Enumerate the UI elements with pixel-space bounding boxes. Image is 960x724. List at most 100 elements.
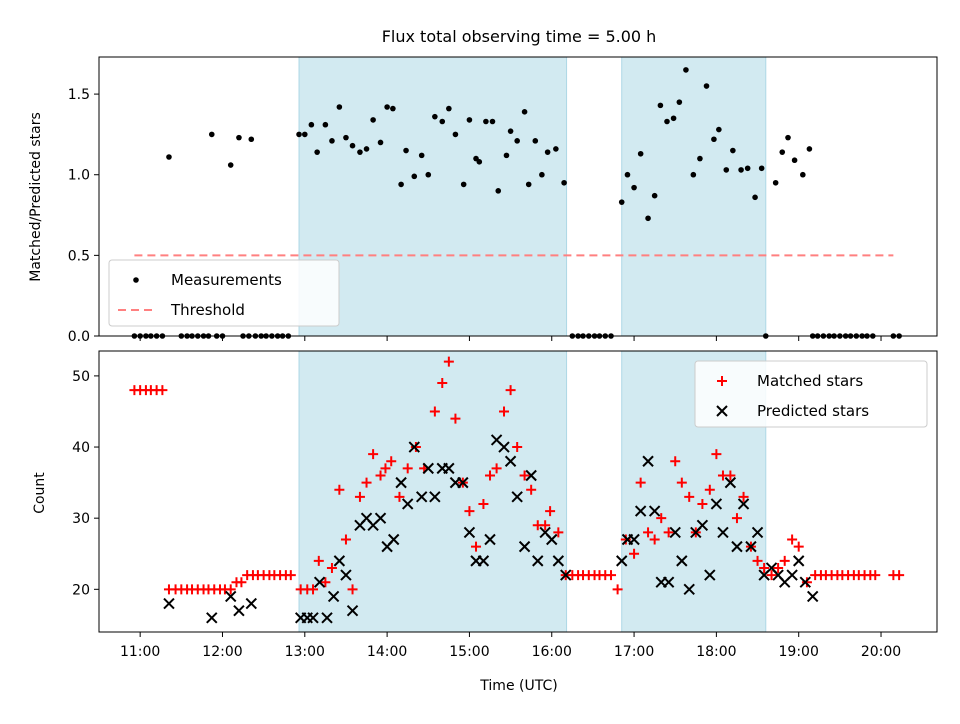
measurement-point [411, 173, 418, 180]
matched-star-point [505, 385, 516, 396]
matched-star-point [485, 470, 496, 481]
predicted-star-point [696, 519, 709, 531]
matched-star-point [450, 413, 461, 424]
measurement-point [301, 131, 308, 138]
predicted-star-point [206, 612, 218, 624]
legend-matched-swatch [717, 376, 727, 386]
measurement-point [697, 155, 703, 162]
measurement-point [384, 104, 390, 110]
legend-label: Predicted stars [757, 402, 869, 420]
predicted-star-point [552, 555, 565, 567]
legend-label: Matched stars [757, 372, 863, 390]
predicted-star-point [546, 533, 558, 546]
matched-star-point [320, 577, 331, 588]
matched-star-point [478, 498, 489, 509]
axes-frame [98, 56, 938, 337]
matched-star-point [375, 470, 386, 481]
x-tick-label: 13:00 [285, 644, 325, 660]
predicted-star-point [327, 590, 340, 603]
predicted-star-point [806, 590, 819, 603]
matched-star-point [620, 534, 631, 545]
predicted-star-point [457, 476, 469, 489]
measurement-point [483, 118, 489, 125]
x-tick-label: 12:00 [202, 644, 242, 660]
measurement-point [343, 134, 349, 141]
measurement-point [657, 102, 664, 109]
y-tick-label: 20 [72, 582, 90, 598]
measurement-point [460, 181, 467, 188]
matched-star-point [313, 555, 324, 566]
matched-star-point [545, 506, 556, 517]
matched-star-point [380, 463, 391, 474]
matched-star-point [225, 584, 236, 595]
measurement-point [525, 181, 532, 188]
measurement-point [377, 139, 384, 146]
top-panel: 0.0 0.5 1.0 1.5 Measurements Threshold [68, 56, 938, 345]
measurement-point [503, 152, 510, 159]
predicted-star-point [792, 555, 805, 567]
matched-star-point [643, 527, 654, 538]
measurement-point [772, 179, 779, 186]
measurement-point [507, 128, 514, 134]
measurement-point [631, 184, 637, 191]
matched-star-point [491, 463, 502, 474]
matched-star-point [787, 534, 798, 545]
measurement-point [791, 157, 798, 164]
measurement-point [723, 167, 730, 173]
measurement-point [476, 159, 483, 165]
matched-star-point [464, 506, 475, 517]
measurement-point [806, 146, 813, 152]
measurement-point [561, 179, 567, 186]
matched-star-point [752, 555, 763, 566]
predicted-star-point [518, 540, 531, 553]
matched-star-point [402, 463, 413, 474]
x-tick-label: 16:00 [532, 644, 572, 660]
x-axis-label: Time (UTC) [479, 678, 557, 694]
measurement-point [322, 121, 329, 128]
measurement-point [227, 162, 234, 168]
measurement-point [208, 131, 215, 138]
top-y-axis-label: Matched/Predicted stars [28, 112, 44, 282]
measurement-point [730, 147, 736, 154]
y-tick-label: 1.0 [68, 168, 90, 184]
shaded-span [298, 56, 568, 337]
matched-star-point [394, 491, 405, 502]
measurement-point [779, 149, 786, 155]
predicted-star-point [662, 576, 675, 588]
measurement-point [785, 134, 791, 141]
measurement-point [370, 117, 376, 123]
matched-star-point [894, 570, 905, 581]
bottom-panel: 20 30 40 50 11:00 12:00 13:00 14:00 15:00 16:00 17… [72, 350, 938, 660]
legend-label: Measurements [171, 271, 282, 289]
x-tick-label: 17:00 [614, 644, 654, 660]
x-tick-label: 18:00 [696, 644, 736, 660]
y-tick-label: 30 [72, 511, 90, 527]
x-tick-label: 15:00 [449, 644, 489, 660]
matched-star-point [801, 577, 812, 588]
predicted-star-point [628, 533, 640, 546]
measurement-point [314, 149, 320, 155]
predicted-star-point [525, 469, 537, 482]
measurement-point [618, 199, 625, 205]
predicted-star-point [616, 555, 628, 567]
measurement-point [683, 67, 689, 73]
measurement-point [466, 117, 473, 123]
matched-star-point [553, 527, 564, 538]
matched-star-point [340, 534, 351, 545]
predicted-star-point [346, 604, 359, 617]
measurement-point [637, 150, 644, 157]
measurement-point [398, 181, 404, 188]
measurement-point [553, 146, 559, 152]
matched-star-point [540, 520, 551, 531]
legend: Measurements Threshold [108, 259, 340, 327]
y-tick-label: 1.5 [68, 87, 90, 103]
matched-star-point [285, 570, 296, 581]
predicted-star-point [422, 462, 434, 475]
matched-star-point [410, 442, 421, 453]
measurement-point [248, 136, 255, 143]
measurement-point [329, 138, 335, 144]
matched-star-point [656, 513, 667, 524]
matched-star-point [236, 577, 247, 588]
matched-star-point [347, 584, 358, 595]
